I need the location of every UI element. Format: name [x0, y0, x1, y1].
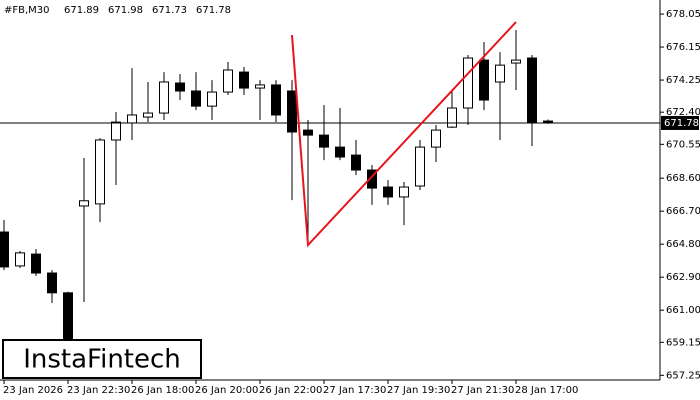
x-tick-label: 27 Jan 17:30 — [323, 385, 386, 396]
y-tick-label: 659.15 — [666, 337, 700, 348]
candle-body — [415, 146, 425, 187]
candle-body — [0, 231, 9, 268]
candle-body — [527, 57, 537, 123]
price-label-bg — [661, 115, 699, 130]
x-tick-label: 26 Jan 18:00 — [131, 385, 194, 396]
x-tick-label: 23 Jan 22:30 — [67, 385, 130, 396]
candle-body — [223, 69, 233, 93]
pattern-line — [291, 21, 517, 248]
x-tick-label: 27 Jan 19:30 — [387, 385, 450, 396]
candle-body — [463, 57, 473, 109]
candle-body — [31, 253, 41, 274]
candle-body — [111, 121, 121, 141]
candle-body — [207, 91, 217, 107]
candle-body — [79, 200, 89, 207]
candle-body — [239, 71, 249, 89]
candle-body — [431, 129, 441, 148]
candle-body — [143, 112, 153, 118]
header-low: 671.73 — [152, 5, 187, 16]
candle-body — [319, 134, 329, 148]
y-tick-label: 664.80 — [666, 239, 700, 250]
candle-body — [191, 90, 201, 107]
candle-body — [511, 59, 521, 64]
candle-body — [351, 154, 361, 171]
x-tick-label: 23 Jan 2026 — [3, 385, 63, 396]
y-tick-label: 662.90 — [666, 272, 700, 283]
header-open: 671.89 — [64, 5, 99, 16]
y-tick-label: 676.15 — [666, 42, 700, 53]
y-tick-label: 672.40 — [666, 107, 700, 118]
header-close: 671.78 — [196, 5, 231, 16]
candle-body — [255, 84, 265, 89]
logo: InstaFintech — [23, 345, 181, 375]
y-tick-label: 666.70 — [666, 206, 700, 217]
candle-body — [15, 252, 25, 267]
candle-body — [159, 81, 169, 114]
symbol: #FB,M30 — [4, 5, 50, 16]
candle-body — [47, 272, 57, 294]
candle-body — [383, 186, 393, 198]
x-tick-label: 26 Jan 20:00 — [195, 385, 258, 396]
candle-body — [335, 146, 345, 158]
candle-body — [175, 82, 185, 92]
candle-body — [303, 129, 313, 136]
y-tick-label: 661.00 — [666, 305, 700, 316]
candle-body — [399, 186, 409, 198]
x-tick-label: 27 Jan 21:30 — [451, 385, 514, 396]
price-label: 671.78 — [664, 118, 699, 129]
candle-body — [127, 114, 137, 124]
candle-body — [367, 169, 377, 189]
candle-body — [479, 59, 489, 101]
y-tick-label: 670.55 — [666, 139, 700, 150]
header-high: 671.98 — [108, 5, 143, 16]
y-tick-label: 668.60 — [666, 173, 700, 184]
y-tick-label: 657.25 — [666, 370, 700, 381]
logo-box — [2, 339, 202, 379]
x-tick-label: 26 Jan 22:00 — [259, 385, 322, 396]
candle-body — [271, 84, 281, 116]
candle-body — [287, 90, 297, 133]
x-tick-label: 28 Jan 17:00 — [515, 385, 578, 396]
candle-body — [447, 107, 457, 128]
y-tick-label: 678.05 — [666, 9, 700, 20]
y-tick-label: 674.25 — [666, 75, 700, 86]
candle-body — [95, 139, 105, 205]
candle-body — [495, 64, 505, 83]
